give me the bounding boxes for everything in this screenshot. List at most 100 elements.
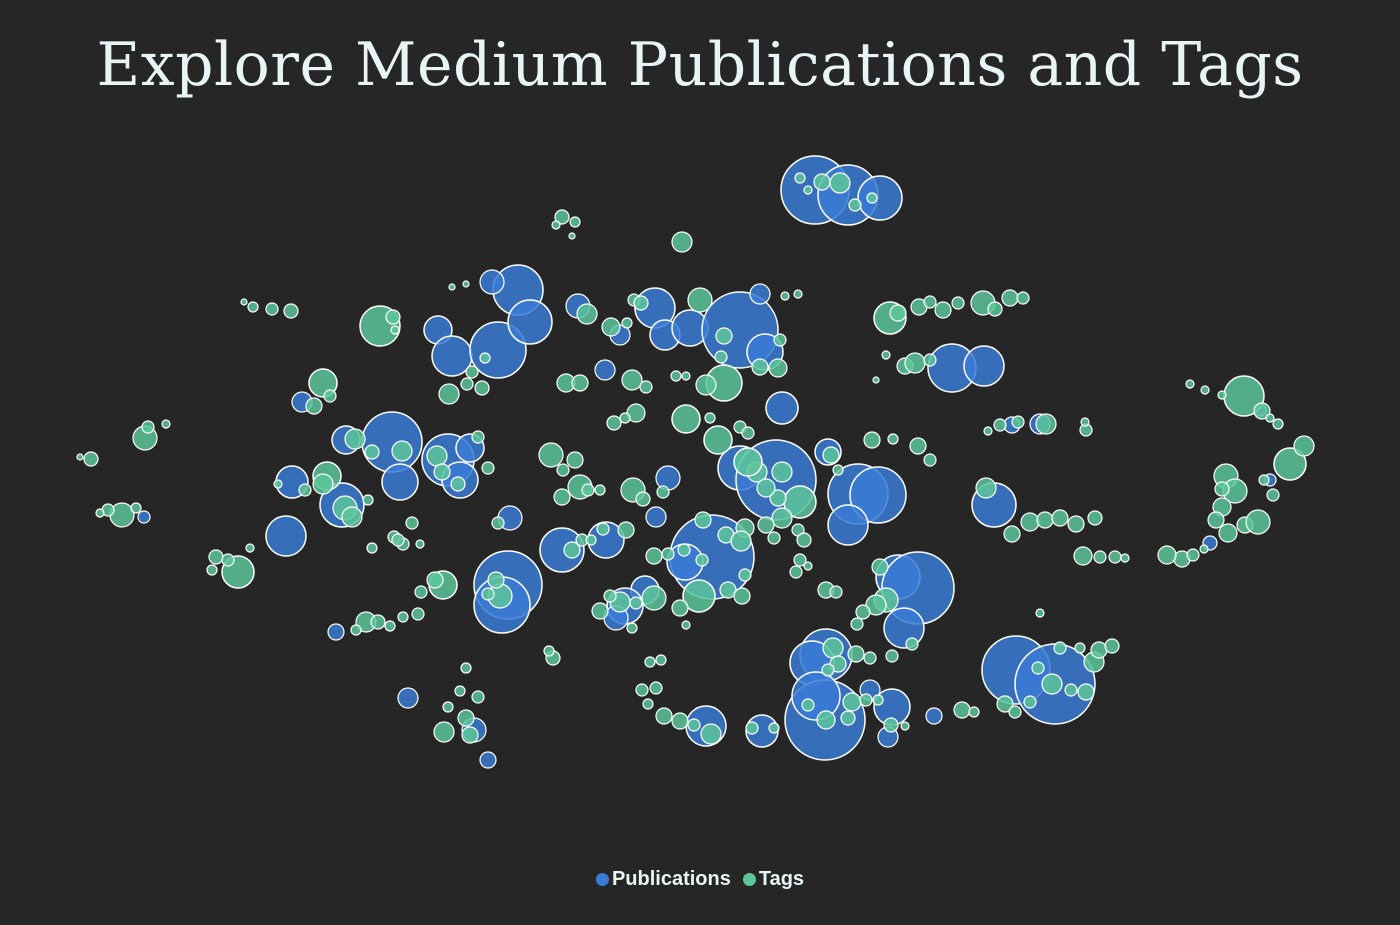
tags-bubble[interactable]	[905, 637, 919, 651]
tags-bubble[interactable]	[206, 564, 218, 576]
tags-bubble[interactable]	[414, 585, 428, 599]
tags-bubble[interactable]	[850, 617, 864, 631]
tags-bubble[interactable]	[553, 488, 571, 506]
tags-bubble[interactable]	[273, 479, 283, 489]
tags-bubble[interactable]	[481, 461, 495, 475]
tags-bubble[interactable]	[1053, 641, 1067, 655]
tags-bubble[interactable]	[813, 173, 831, 191]
tags-bubble[interactable]	[695, 553, 709, 567]
tags-bubble[interactable]	[803, 185, 813, 195]
tags-bubble[interactable]	[865, 594, 887, 616]
tags-bubble[interactable]	[866, 192, 878, 204]
tags-bubble[interactable]	[283, 303, 299, 319]
tags-bubble[interactable]	[1035, 413, 1057, 435]
tags-bubble[interactable]	[1011, 415, 1025, 429]
tags-bubble[interactable]	[563, 541, 581, 559]
tags-bubble[interactable]	[591, 602, 609, 620]
tags-bubble[interactable]	[581, 483, 595, 497]
tags-bubble[interactable]	[796, 532, 812, 548]
tags-bubble[interactable]	[141, 420, 155, 434]
tags-bubble[interactable]	[704, 412, 716, 424]
publications-bubble[interactable]	[397, 687, 419, 709]
tags-bubble[interactable]	[789, 565, 803, 579]
tags-bubble[interactable]	[462, 280, 470, 288]
tags-bubble[interactable]	[816, 710, 836, 730]
tags-bubble[interactable]	[769, 489, 787, 507]
tags-bubble[interactable]	[671, 404, 701, 434]
tags-bubble[interactable]	[639, 380, 653, 394]
tags-bubble[interactable]	[738, 568, 752, 582]
tags-bubble[interactable]	[298, 483, 312, 497]
tags-bubble[interactable]	[433, 721, 455, 743]
tags-bubble[interactable]	[341, 506, 363, 528]
tags-bubble[interactable]	[793, 553, 807, 567]
tags-bubble[interactable]	[1207, 511, 1225, 529]
tags-bubble[interactable]	[1245, 509, 1271, 535]
tags-bubble[interactable]	[975, 477, 997, 499]
tags-bubble[interactable]	[1273, 447, 1307, 481]
tags-bubble[interactable]	[569, 216, 581, 228]
tags-bubble[interactable]	[993, 418, 1007, 432]
tags-bubble[interactable]	[1041, 673, 1063, 695]
tags-bubble[interactable]	[95, 508, 105, 518]
tags-bubble[interactable]	[571, 374, 589, 392]
tags-bubble[interactable]	[538, 442, 564, 468]
tags-bubble[interactable]	[671, 712, 689, 730]
tags-bubble[interactable]	[832, 464, 844, 476]
tags-bubble[interactable]	[641, 585, 667, 611]
tags-bubble[interactable]	[829, 172, 851, 194]
tags-bubble[interactable]	[887, 433, 899, 445]
publications-bubble[interactable]	[381, 463, 419, 501]
tags-bubble[interactable]	[76, 453, 84, 461]
tags-bubble[interactable]	[1023, 695, 1037, 709]
tags-bubble[interactable]	[987, 301, 1003, 317]
tags-bubble[interactable]	[773, 333, 787, 347]
tags-bubble[interactable]	[751, 358, 769, 376]
tags-bubble[interactable]	[642, 698, 654, 710]
tags-bubble[interactable]	[635, 491, 651, 507]
tags-bubble[interactable]	[606, 415, 622, 431]
tags-bubble[interactable]	[450, 476, 466, 492]
tags-bubble[interactable]	[1120, 553, 1130, 563]
tags-bubble[interactable]	[670, 370, 682, 382]
publications-bubble[interactable]	[479, 751, 497, 769]
tags-bubble[interactable]	[822, 637, 844, 659]
publications-bubble[interactable]	[479, 269, 505, 295]
tags-bubble[interactable]	[822, 446, 840, 464]
tags-bubble[interactable]	[1035, 608, 1045, 618]
tags-bubble[interactable]	[889, 304, 907, 322]
tags-bubble[interactable]	[677, 543, 691, 557]
tags-bubble[interactable]	[1080, 417, 1090, 427]
tags-bubble[interactable]	[426, 445, 448, 467]
tags-bubble[interactable]	[923, 295, 937, 309]
tags-bubble[interactable]	[391, 440, 413, 462]
tags-bubble[interactable]	[1217, 390, 1227, 400]
tags-bubble[interactable]	[756, 478, 776, 498]
tags-bubble[interactable]	[645, 547, 663, 565]
tags-bubble[interactable]	[221, 553, 235, 567]
tags-bubble[interactable]	[1214, 481, 1230, 497]
tags-bubble[interactable]	[767, 531, 781, 545]
publications-bubble[interactable]	[645, 506, 667, 528]
tags-bubble[interactable]	[344, 428, 366, 450]
tags-bubble[interactable]	[953, 701, 971, 719]
tags-bubble[interactable]	[568, 232, 576, 240]
tags-bubble[interactable]	[681, 371, 691, 381]
tags-bubble[interactable]	[1200, 385, 1210, 395]
tags-bubble[interactable]	[745, 721, 759, 735]
tags-bubble[interactable]	[1186, 548, 1200, 562]
tags-bubble[interactable]	[415, 539, 425, 549]
tags-bubble[interactable]	[1108, 550, 1122, 564]
tags-bubble[interactable]	[411, 607, 425, 621]
tags-bubble[interactable]	[596, 522, 610, 536]
tags-bubble[interactable]	[460, 662, 472, 674]
tags-bubble[interactable]	[633, 295, 649, 311]
tags-bubble[interactable]	[130, 502, 142, 514]
tags-bubble[interactable]	[442, 701, 454, 713]
tags-bubble[interactable]	[771, 507, 793, 529]
tags-bubble[interactable]	[681, 620, 691, 630]
tags-bubble[interactable]	[240, 298, 248, 306]
tags-bubble[interactable]	[312, 473, 334, 495]
tags-bubble[interactable]	[384, 620, 396, 632]
tags-bubble[interactable]	[471, 430, 485, 444]
